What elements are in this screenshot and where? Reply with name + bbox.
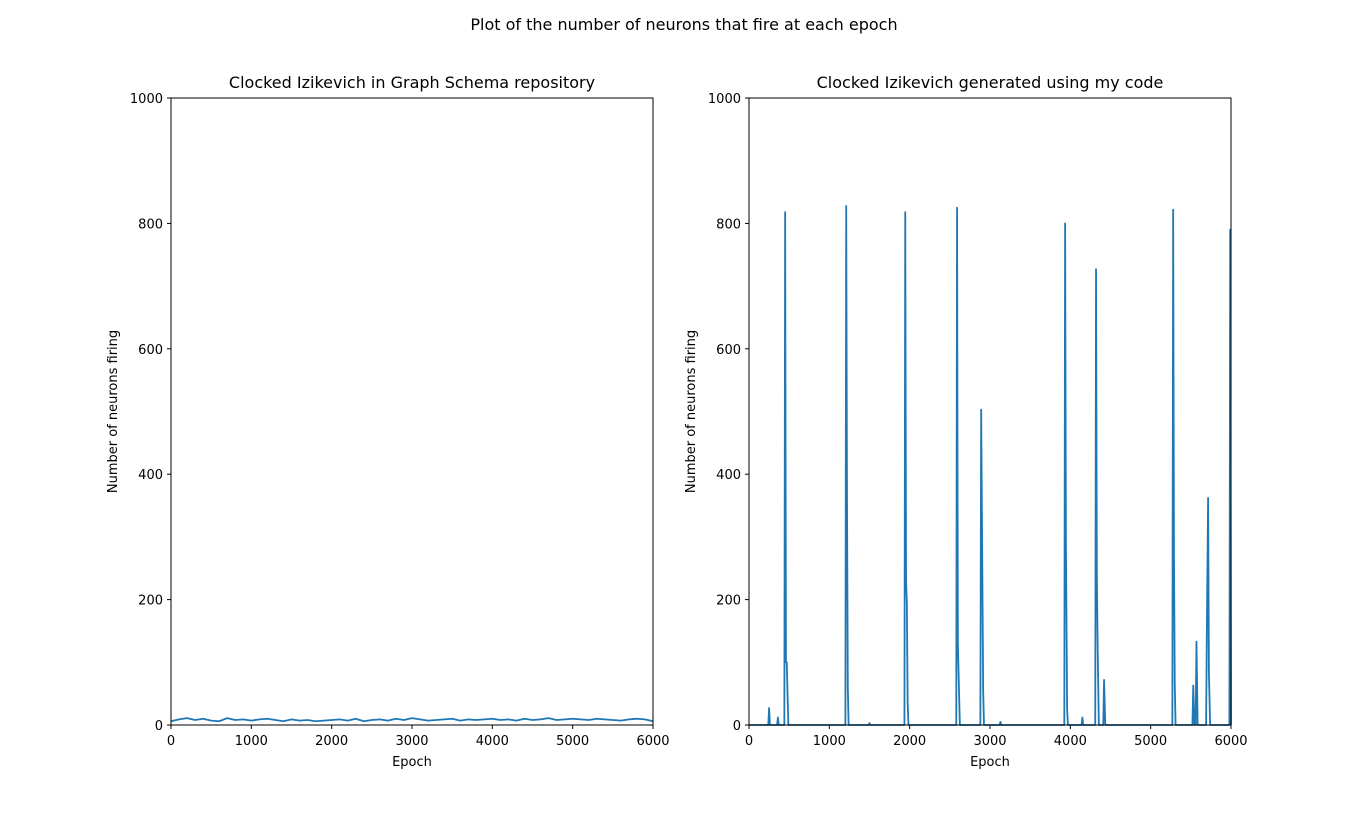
y-tick-label: 800: [138, 217, 163, 232]
x-tick-label: 0: [745, 734, 753, 749]
y-axis-label: Number of neurons firing: [684, 330, 699, 493]
x-tick-label: 2000: [315, 734, 348, 749]
x-tick-label: 0: [167, 734, 175, 749]
y-tick-label: 1000: [708, 92, 741, 107]
y-tick-label: 1000: [130, 92, 163, 107]
x-tick-label: 1000: [235, 734, 268, 749]
x-tick-label: 6000: [1214, 734, 1247, 749]
x-axis-label: Epoch: [970, 755, 1010, 770]
y-tick-label: 600: [716, 343, 741, 358]
x-axis-label: Epoch: [392, 755, 432, 770]
y-tick-label: 0: [155, 719, 163, 734]
x-tick-label: 4000: [1054, 734, 1087, 749]
axes-frame: [748, 97, 1232, 726]
y-tick-label: 400: [138, 468, 163, 483]
x-tick-label: 1000: [813, 734, 846, 749]
y-tick-label: 200: [138, 594, 163, 609]
x-tick-label: 5000: [556, 734, 589, 749]
y-tick-label: 400: [716, 468, 741, 483]
y-tick-label: 600: [138, 343, 163, 358]
x-tick-label: 2000: [893, 734, 926, 749]
y-tick-label: 800: [716, 217, 741, 232]
figure-title: Plot of the number of neurons that fire …: [470, 15, 897, 34]
x-tick-label: 6000: [636, 734, 669, 749]
y-axis-label: Number of neurons firing: [106, 330, 121, 493]
y-tick-label: 0: [733, 719, 741, 734]
axes-frame: [170, 97, 654, 726]
y-tick-label: 200: [716, 594, 741, 609]
axes-title: Clocked Izikevich generated using my cod…: [817, 73, 1164, 92]
x-tick-label: 3000: [973, 734, 1006, 749]
x-tick-label: 5000: [1134, 734, 1167, 749]
x-tick-label: 3000: [395, 734, 428, 749]
x-tick-label: 4000: [476, 734, 509, 749]
axes-title: Clocked Izikevich in Graph Schema reposi…: [229, 73, 595, 92]
data-line: [170, 717, 654, 723]
